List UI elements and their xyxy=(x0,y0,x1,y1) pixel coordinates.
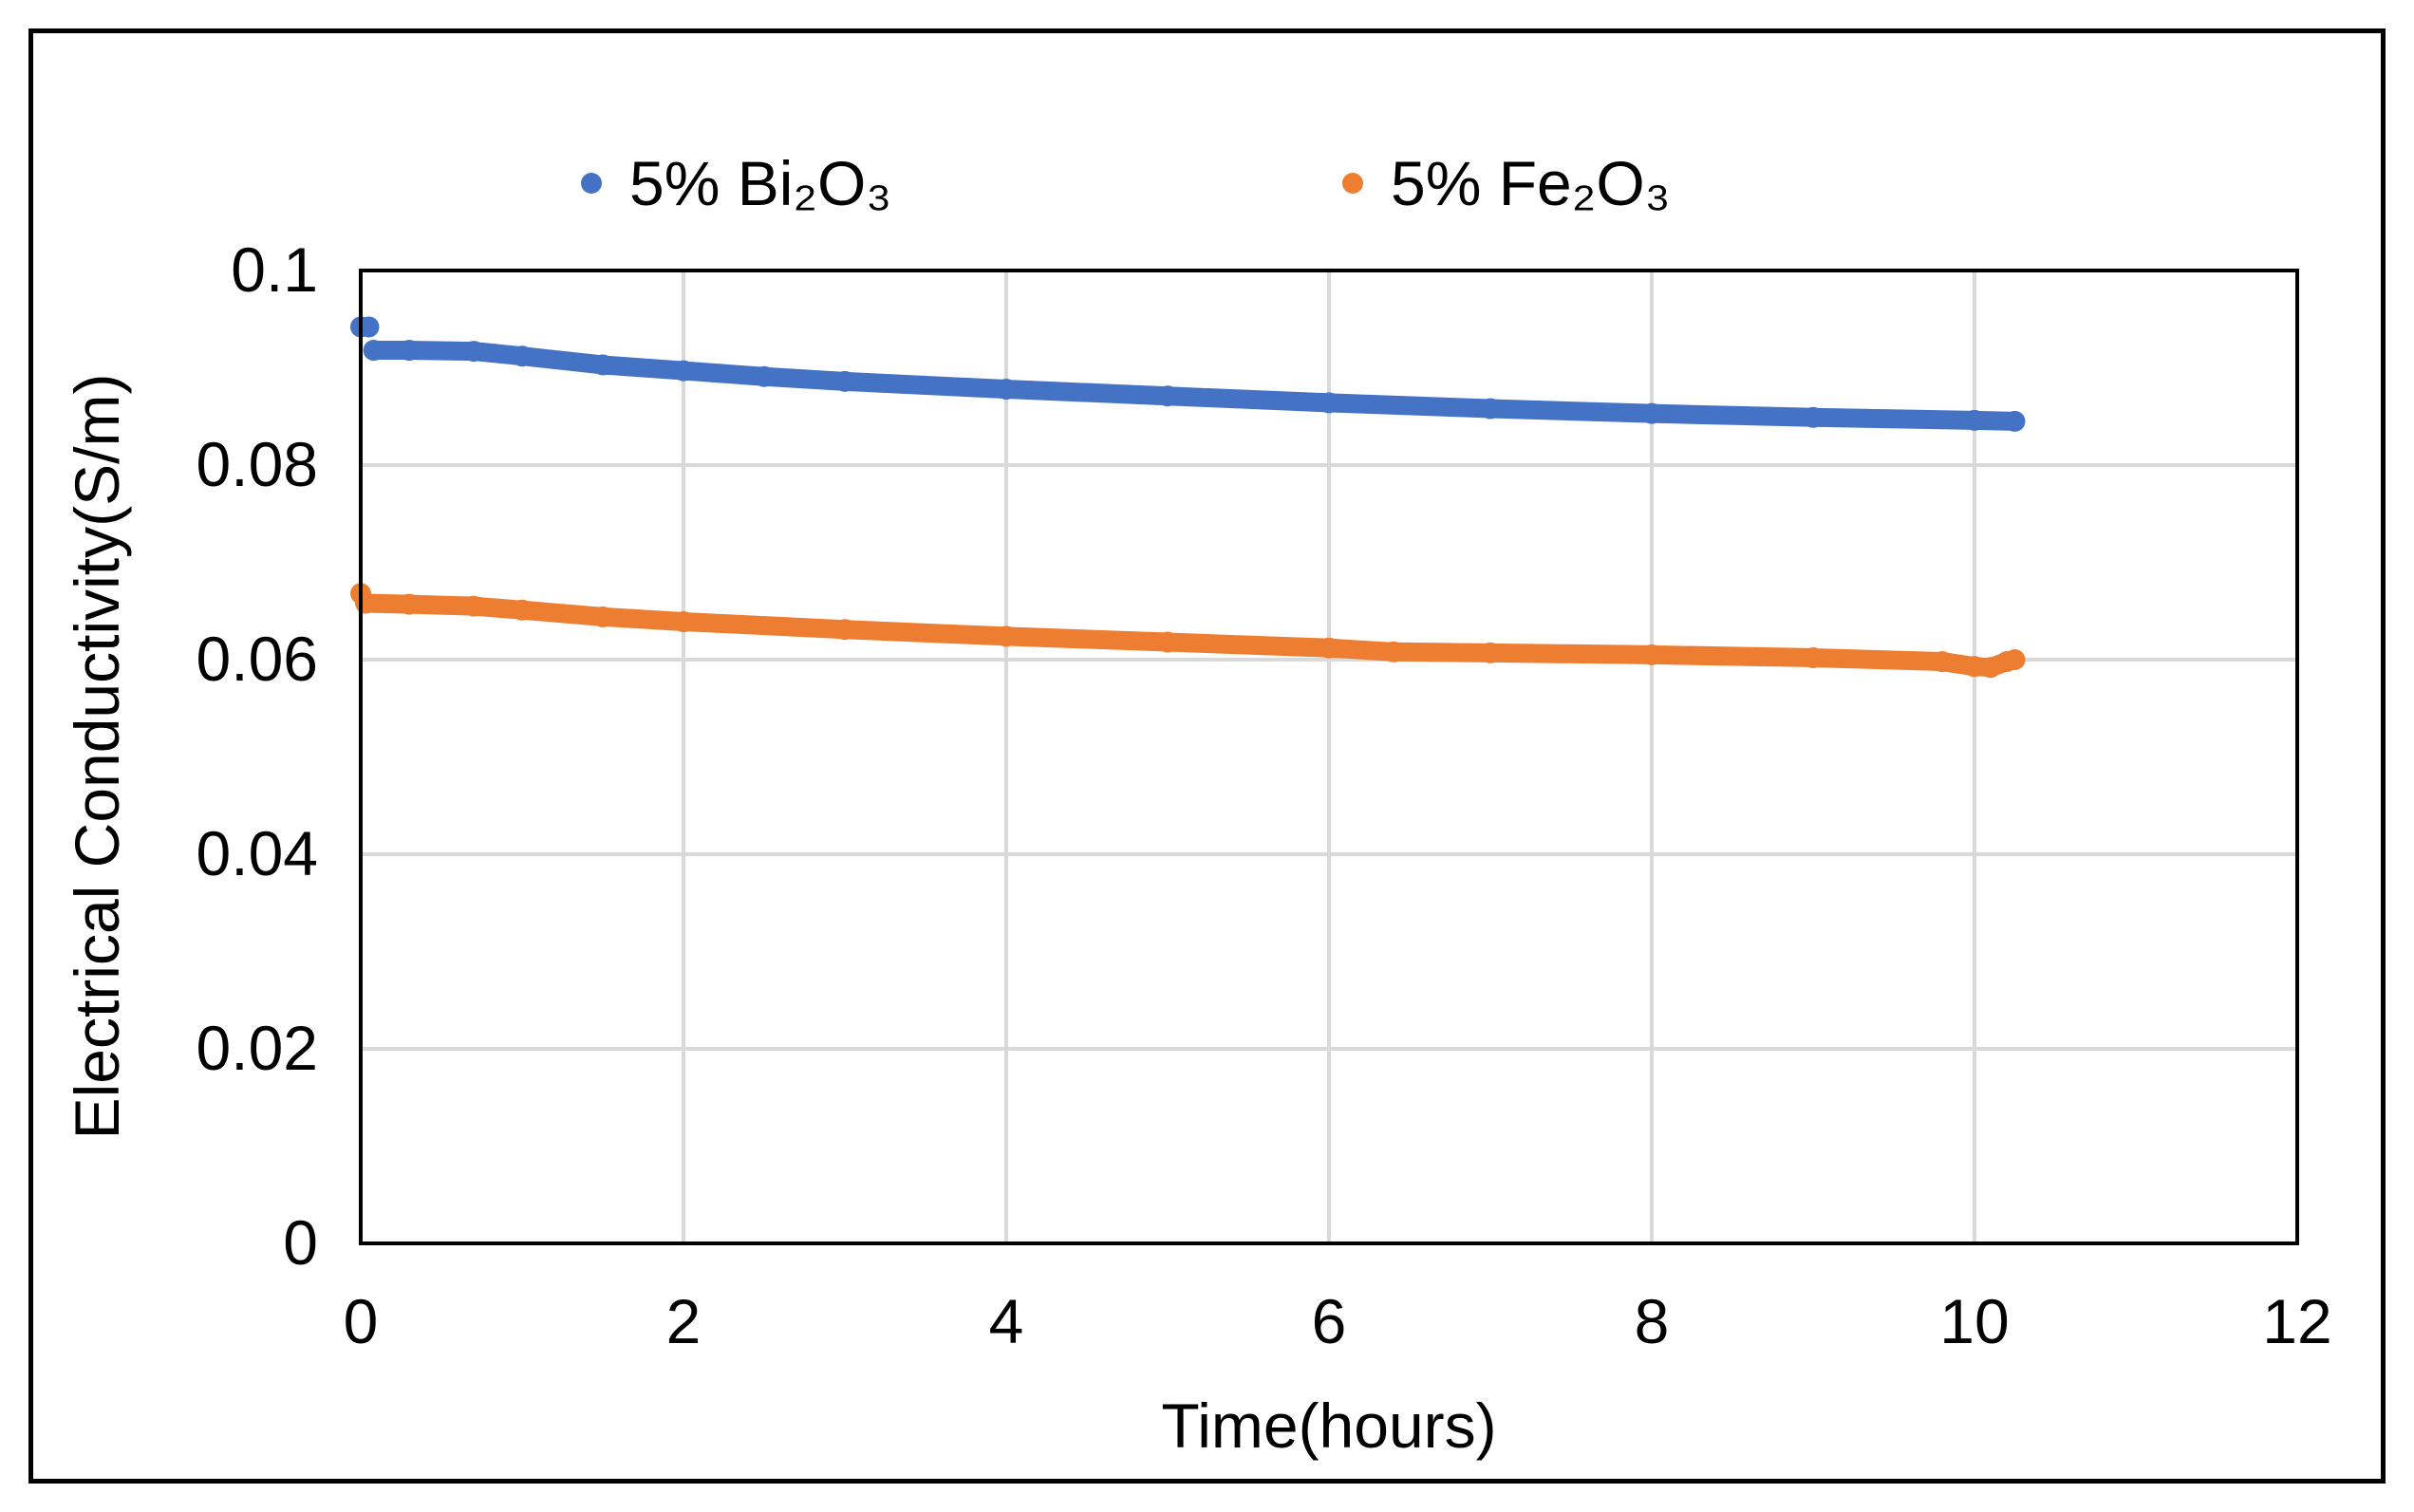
legend-marker-fe2o3 xyxy=(1342,173,1363,194)
series-bi2o3 xyxy=(350,316,2026,432)
data-point xyxy=(1383,641,1404,663)
legend-label-fe2o3: 5% Fe₂O₃ xyxy=(1391,148,1671,218)
data-point xyxy=(1803,406,1824,428)
x-tick-label: 0 xyxy=(344,1286,379,1356)
data-point xyxy=(1803,646,1824,668)
data-point xyxy=(399,340,420,362)
y-tick-label: 0.06 xyxy=(196,624,318,694)
data-point xyxy=(463,341,484,363)
data-point xyxy=(512,345,533,367)
y-tick-label: 0.02 xyxy=(196,1013,318,1083)
legend: 5% Bi₂O₃ 5% Fe₂O₃ xyxy=(581,148,1671,218)
data-point xyxy=(834,370,855,392)
data-point xyxy=(673,611,694,633)
data-point xyxy=(1157,385,1178,407)
data-point xyxy=(1641,644,1662,665)
y-tick-label: 0.1 xyxy=(231,234,318,305)
x-tick-label: 2 xyxy=(666,1286,702,1356)
series-trace xyxy=(364,341,2025,431)
chart-svg: 0 2 4 6 8 10 12 0 0.02 0.04 0.06 0.08 0.1 Time(hours… xyxy=(62,148,2332,1461)
series-fe2o3 xyxy=(350,583,2026,679)
data-point xyxy=(2004,649,2026,670)
data-point xyxy=(1319,637,1339,659)
data-point xyxy=(1932,651,1953,673)
x-tick-label: 4 xyxy=(989,1286,1024,1356)
legend-marker-bi2o3 xyxy=(581,173,602,194)
x-tick-label: 10 xyxy=(1939,1286,2009,1356)
tick-layer: 0 2 4 6 8 10 12 0 0.02 0.04 0.06 0.08 0.1 xyxy=(196,234,2332,1356)
data-point xyxy=(1964,409,1985,431)
legend-label-bi2o3: 5% Bi₂O₃ xyxy=(629,148,891,218)
plot-border xyxy=(359,269,2299,1245)
data-point xyxy=(754,365,775,387)
data-point xyxy=(358,316,380,338)
x-axis-title: Time(hours) xyxy=(1161,1391,1496,1461)
data-point xyxy=(363,340,384,362)
x-tick-label: 8 xyxy=(1635,1286,1670,1356)
data-point xyxy=(996,379,1017,401)
grid-layer xyxy=(361,271,2297,1243)
data-point xyxy=(673,360,694,382)
data-point xyxy=(1157,631,1178,653)
data-point xyxy=(1641,402,1662,424)
data-point xyxy=(355,592,377,614)
data-point xyxy=(463,595,484,617)
x-tick-label: 12 xyxy=(2262,1286,2331,1356)
data-point xyxy=(834,619,855,641)
data-point xyxy=(1319,392,1339,414)
y-tick-label: 0.04 xyxy=(196,818,318,888)
y-tick-label: 0 xyxy=(283,1207,318,1278)
data-point xyxy=(592,606,613,627)
data-point xyxy=(512,599,533,621)
data-point xyxy=(592,354,613,376)
data-point xyxy=(2004,410,2026,432)
series-layer xyxy=(350,316,2026,679)
y-axis-title: Electrical Conductivity(S/m) xyxy=(62,374,132,1140)
data-point xyxy=(1980,657,2001,679)
data-point xyxy=(996,625,1017,647)
data-point xyxy=(1480,642,1501,663)
x-tick-label: 6 xyxy=(1312,1286,1347,1356)
data-point xyxy=(1964,656,1985,678)
data-point xyxy=(399,593,420,615)
data-point xyxy=(1480,398,1501,420)
chart-frame: 0 2 4 6 8 10 12 0 0.02 0.04 0.06 0.08 0.1 Time(hours… xyxy=(28,28,2386,1484)
y-tick-label: 0.08 xyxy=(196,429,318,499)
